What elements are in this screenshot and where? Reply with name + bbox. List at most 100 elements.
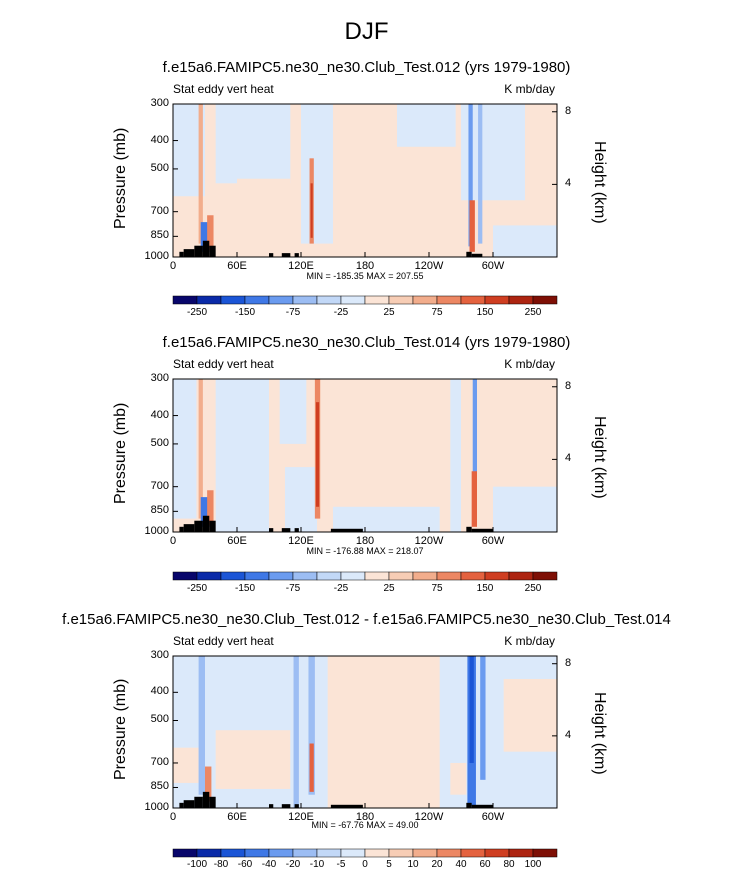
colorbar-label: -150 <box>234 307 256 318</box>
colorbar-cell <box>196 571 222 581</box>
contour-region <box>285 467 317 532</box>
colorbar-cell <box>196 295 222 305</box>
topography-mask <box>202 515 210 532</box>
topography-mask <box>202 240 210 257</box>
colorbar-cell <box>460 848 486 858</box>
contour-region <box>503 679 557 752</box>
y-tick-label: 300 <box>150 649 169 661</box>
topography-mask <box>330 528 363 532</box>
topography-mask <box>294 804 299 808</box>
y-right-tick-label: 8 <box>565 656 572 669</box>
topography-mask <box>183 249 195 257</box>
contour-region <box>469 656 474 763</box>
colorbar-cell <box>220 848 246 858</box>
contour-region <box>198 656 205 795</box>
colorbar-label: -10 <box>309 859 325 870</box>
contour-region <box>450 762 467 795</box>
min-max-label: MIN = -176.88 MAX = 218.07 <box>306 546 424 556</box>
panel-title: f.e15a6.FAMIPC5.ne30_ne30.Club_Test.012 … <box>162 59 571 76</box>
y-tick-label: 850 <box>150 780 169 793</box>
topography-mask <box>466 526 472 532</box>
contour-region <box>472 379 477 522</box>
contour-region <box>293 656 299 808</box>
contour-region <box>207 215 214 251</box>
contour-region <box>237 178 291 226</box>
colorbar-cell <box>460 295 486 305</box>
colorbar-cell <box>460 571 486 581</box>
colorbar-label: 20 <box>431 859 443 870</box>
contour-region <box>327 656 440 808</box>
variable-label: Stat eddy vert heat <box>173 634 274 648</box>
topography-mask <box>209 520 216 532</box>
colorbar-label: -5 <box>336 859 346 870</box>
colorbar-cell <box>436 295 462 305</box>
y-right-tick-label: 4 <box>565 452 572 465</box>
figure-title: DJF <box>344 18 389 45</box>
x-tick-label: 180 <box>355 811 375 823</box>
colorbar-label: -150 <box>234 583 256 594</box>
colorbar-label: 40 <box>455 859 467 870</box>
colorbar-cell <box>364 295 390 305</box>
colorbar-label: -75 <box>285 307 301 318</box>
y-tick-label: 700 <box>150 204 169 217</box>
x-tick-label: 60W <box>481 811 505 823</box>
contour-region <box>469 200 475 252</box>
topography-mask <box>269 528 274 532</box>
y-tick-label: 1000 <box>144 801 169 813</box>
topography-mask <box>209 796 216 808</box>
colorbar-label: 250 <box>524 583 542 594</box>
colorbar-cell <box>220 571 246 581</box>
topography-mask <box>194 520 203 532</box>
colorbar-label: -250 <box>186 307 208 318</box>
contour-region <box>309 743 314 792</box>
colorbar-cell <box>172 295 198 305</box>
colorbar-label: -60 <box>237 859 253 870</box>
topography-mask <box>466 251 472 257</box>
colorbar-cell <box>268 571 294 581</box>
topography-mask <box>294 528 299 532</box>
colorbar-cell <box>508 295 534 305</box>
colorbar-cell <box>292 848 318 858</box>
y-axis-label: Pressure (mb) <box>112 127 129 229</box>
colorbar-cell <box>316 295 342 305</box>
colorbar-label: 60 <box>479 859 491 870</box>
colorbar-cell <box>364 848 390 858</box>
contour-region <box>205 766 212 802</box>
x-tick-label: 0 <box>169 811 177 823</box>
colorbar-label: 100 <box>524 859 542 870</box>
colorbar-cell <box>244 848 270 858</box>
colorbar-label: -20 <box>285 859 301 870</box>
colorbar-label: 250 <box>524 307 542 318</box>
x-tick-label: 180 <box>355 260 375 272</box>
colorbar-cell <box>484 295 510 305</box>
topography-mask <box>281 253 291 257</box>
contour-region <box>493 486 557 532</box>
contour-region <box>200 497 210 527</box>
topography-mask <box>281 528 291 532</box>
topography-mask <box>471 253 483 257</box>
x-tick-label: 120W <box>414 535 444 547</box>
panel-title: f.e15a6.FAMIPC5.ne30_ne30.Club_Test.012 … <box>62 611 671 628</box>
x-tick-label: 60W <box>481 535 505 547</box>
topography-mask <box>179 251 184 257</box>
topography-mask <box>194 245 203 257</box>
contour-region <box>308 656 315 795</box>
contour-region <box>310 183 313 238</box>
colorbar-cell <box>508 571 534 581</box>
colorbar-cell <box>412 295 438 305</box>
x-tick-label: 180 <box>355 535 375 547</box>
colorbar-cell <box>172 848 198 858</box>
y-axis-label: Pressure (mb) <box>112 678 129 780</box>
contour-region <box>207 490 214 526</box>
min-max-label: MIN = -67.76 MAX = 49.00 <box>311 820 419 830</box>
contour-region <box>198 379 203 519</box>
topography-mask <box>330 804 363 808</box>
contour-region <box>215 379 269 532</box>
colorbar-cell <box>412 848 438 858</box>
y-right-tick-label: 8 <box>565 104 572 117</box>
heatmap-field <box>173 379 557 532</box>
topography-mask <box>179 526 184 532</box>
colorbar-cell <box>340 295 366 305</box>
